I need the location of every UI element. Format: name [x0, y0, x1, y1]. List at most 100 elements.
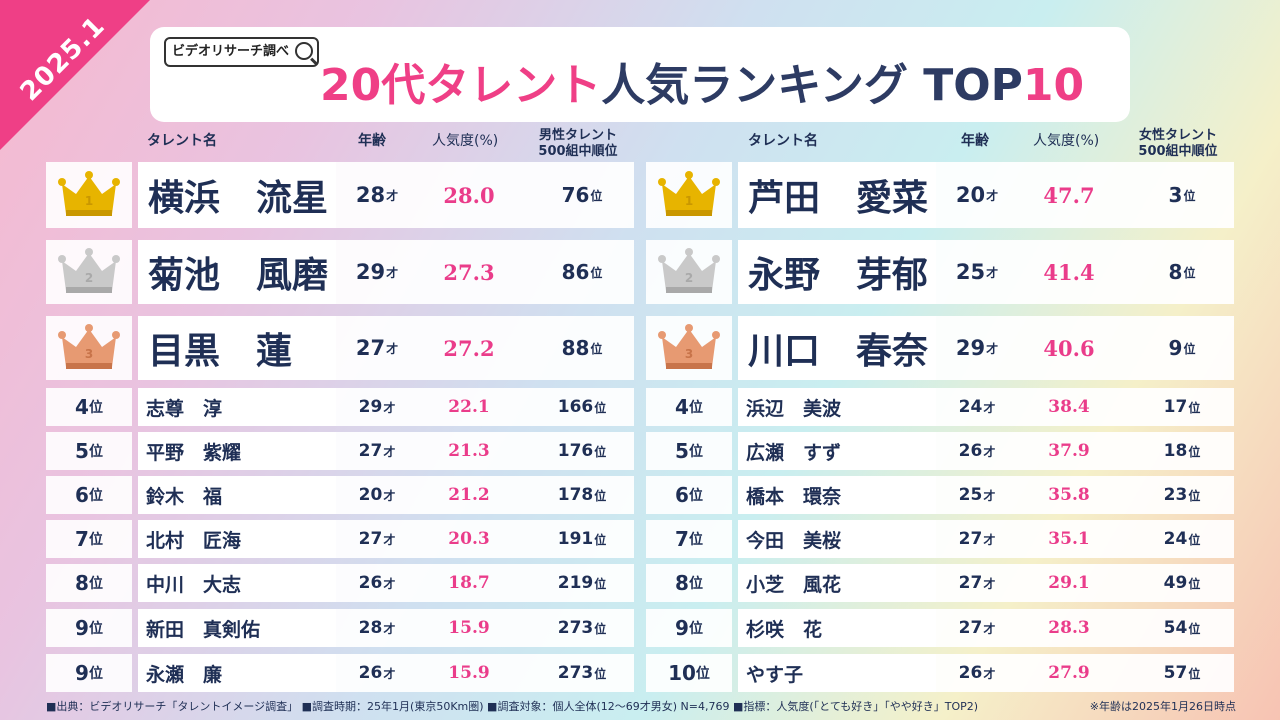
popularity-value: 27.9 — [1048, 663, 1090, 683]
logo-text: ビデオリサーチ調べ — [172, 44, 290, 59]
age-unit: 才 — [383, 576, 396, 591]
age-unit: 才 — [386, 188, 399, 203]
popularity-value: 41.4 — [1043, 259, 1095, 285]
rank-500-value: 3 — [1168, 183, 1183, 207]
talent-name: 川口 春奈 — [738, 316, 936, 380]
female-row-7: 7 位今田 美桜 27 才 35.1 24 位 — [646, 520, 1234, 558]
popularity-value: 20.3 — [448, 529, 490, 549]
rank-500-unit: 位 — [594, 400, 607, 415]
age-unit: 才 — [983, 532, 996, 547]
age-value: 27 — [358, 529, 383, 549]
talent-name: 中川 大志 — [138, 564, 336, 602]
rank-unit: 位 — [688, 400, 703, 416]
rank-unit: 位 — [88, 488, 103, 504]
crown-icon: 1 — [56, 170, 122, 220]
talent-name: 志尊 淳 — [138, 388, 336, 426]
male-row-5: 5 位平野 紫耀 27 才 21.3 176 位 — [46, 432, 634, 470]
rank-unit: 位 — [88, 576, 103, 592]
rank-number: 6 — [675, 483, 689, 507]
rank-in-500: 23 位 — [1132, 476, 1232, 514]
talent-age: 27 才 — [944, 520, 1010, 558]
age-value: 26 — [958, 663, 983, 683]
age-unit: 才 — [386, 265, 399, 280]
talent-name: 橋本 環奈 — [738, 476, 936, 514]
talent-age: 24 才 — [944, 388, 1010, 426]
talent-age: 25 才 — [944, 240, 1010, 304]
talent-age: 20 才 — [344, 476, 410, 514]
age-unit: 才 — [983, 400, 996, 415]
crown-icon: 2 — [656, 247, 722, 297]
crown-rank-number: 1 — [684, 194, 694, 208]
talent-name: 菊池 風磨 — [138, 240, 336, 304]
talent-name: 浜辺 美波 — [738, 388, 936, 426]
rank-in-500: 24 位 — [1132, 520, 1232, 558]
age-unit: 才 — [986, 341, 999, 356]
talent-name: 小芝 風花 — [738, 564, 936, 602]
rank-500-unit: 位 — [590, 265, 603, 280]
magnifier-icon — [295, 42, 314, 60]
male-row-3: 3 目黒 蓮 27 才 27.2 88 位 — [46, 316, 634, 380]
rank-500-value: 24 — [1163, 529, 1188, 549]
rank-unit: 位 — [688, 621, 703, 637]
popularity-value: 47.7 — [1043, 182, 1095, 208]
talent-age: 28 才 — [344, 162, 410, 228]
rank-500-unit: 位 — [594, 444, 607, 459]
age-value: 27 — [958, 573, 983, 593]
rank-500-value: 17 — [1163, 397, 1188, 417]
rank-number: 6 — [75, 483, 89, 507]
female-row-9: 9 位杉咲 花 27 才 28.3 54 位 — [646, 609, 1234, 647]
rank-number: 8 — [675, 571, 689, 595]
female-header-popularity: 人気度(%) — [1033, 133, 1100, 149]
rank-500-value: 176 — [557, 441, 594, 461]
female-header-rank-line2: 500組中順位 — [1138, 144, 1218, 159]
talent-age: 29 才 — [944, 316, 1010, 380]
rank-unit: 位 — [88, 400, 103, 416]
rank-500-unit: 位 — [1183, 265, 1196, 280]
title-part-2: 人気ランキング TOP — [601, 60, 1023, 111]
rank-unit: 位 — [688, 488, 703, 504]
talent-name: 広瀬 すず — [738, 432, 936, 470]
rank-500-value: 178 — [557, 485, 594, 505]
rank-in-500: 49 位 — [1132, 564, 1232, 602]
rank-number: 7 — [675, 527, 689, 551]
rank-500-unit: 位 — [594, 621, 607, 636]
popularity-value: 29.1 — [1048, 573, 1090, 593]
talent-age: 26 才 — [944, 654, 1010, 692]
talent-name: 横浜 流星 — [138, 162, 336, 228]
popularity-value: 38.4 — [1048, 397, 1090, 417]
female-header-rank-line1: 女性タレント — [1138, 128, 1217, 143]
age-unit: 才 — [983, 666, 996, 681]
rank-in-500: 88 位 — [532, 316, 632, 380]
rank-in-500: 54 位 — [1132, 609, 1232, 647]
crown-icon: 1 — [656, 170, 722, 220]
crown-rank-number: 1 — [84, 194, 94, 208]
age-unit: 才 — [986, 265, 999, 280]
rank-number: 4 — [75, 395, 89, 419]
rank-500-value: 191 — [557, 529, 594, 549]
rank-500-value: 88 — [561, 336, 590, 360]
male-header-rank-line1: 男性タレント — [538, 128, 617, 143]
rank-500-unit: 位 — [1188, 666, 1201, 681]
age-value: 27 — [958, 618, 983, 638]
rank-500-value: 49 — [1163, 573, 1188, 593]
footer-source: ■出典：ビデオリサーチ「タレントイメージ調査」 ■調査時期：25年1月(東京50… — [46, 700, 979, 713]
talent-name: 今田 美桜 — [738, 520, 936, 558]
popularity-value: 27.2 — [443, 335, 495, 361]
female-row-3: 3 川口 春奈 29 才 40.6 9 位 — [646, 316, 1234, 380]
talent-name: 芦田 愛菜 — [738, 162, 936, 228]
title-panel: ビデオリサーチ調べ 20代タレント人気ランキング TOP10 — [150, 27, 1130, 122]
rank-500-unit: 位 — [594, 532, 607, 547]
female-row-8: 8 位小芝 風花 27 才 29.1 49 位 — [646, 564, 1234, 602]
popularity-value: 35.1 — [1048, 529, 1090, 549]
rank-number: 4 — [675, 395, 689, 419]
talent-name: 永野 芽郁 — [738, 240, 936, 304]
rank-500-unit: 位 — [1188, 444, 1201, 459]
rank-in-500: 76 位 — [532, 162, 632, 228]
age-value: 29 — [955, 336, 986, 360]
rank-number: 9 — [675, 616, 689, 640]
